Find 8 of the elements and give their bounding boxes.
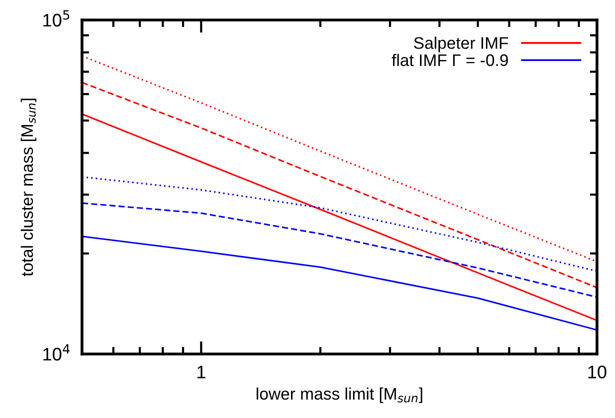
x-tick-label: 1 bbox=[198, 366, 206, 378]
legend-label: flat IMF Γ = -0.9 bbox=[392, 54, 508, 66]
legend-label: Salpeter IMF bbox=[414, 36, 508, 52]
y-axis-title: total cluster mass [M$_{sun}$] bbox=[20, 98, 36, 276]
y-tick-label: 10$^{5}$ bbox=[43, 10, 70, 27]
x-tick-label: 10 bbox=[588, 366, 606, 378]
x-axis-title: lower mass limit [M$_{sun}$] bbox=[256, 388, 422, 404]
y-tick-label: 10$^{4}$ bbox=[43, 344, 70, 361]
